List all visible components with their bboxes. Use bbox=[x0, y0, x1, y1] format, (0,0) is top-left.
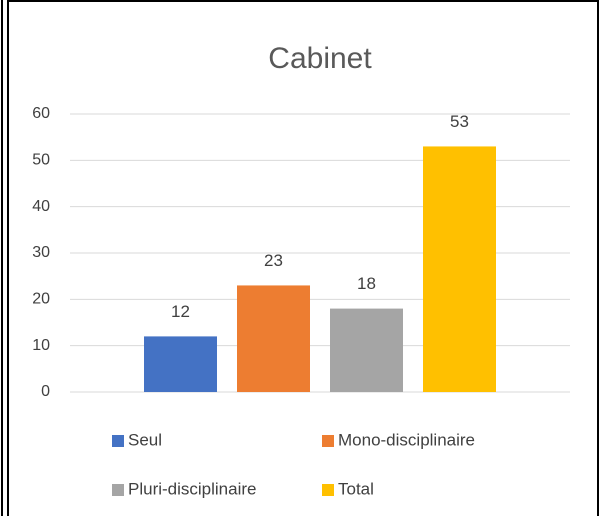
data-label: 53 bbox=[450, 112, 469, 131]
legend-swatch bbox=[322, 435, 334, 447]
y-tick-label: 30 bbox=[32, 244, 50, 261]
bar bbox=[423, 146, 496, 392]
chart-title: Cabinet bbox=[268, 42, 372, 75]
bar bbox=[144, 336, 217, 392]
legend-label: Mono-disciplinaire bbox=[338, 430, 475, 449]
data-label: 12 bbox=[171, 302, 190, 321]
data-label: 23 bbox=[264, 251, 283, 270]
y-tick-label: 0 bbox=[41, 383, 50, 400]
legend-swatch bbox=[112, 484, 124, 496]
legend-label: Pluri-disciplinaire bbox=[128, 479, 257, 498]
y-tick-label: 10 bbox=[32, 337, 50, 354]
y-tick-label: 20 bbox=[32, 291, 50, 308]
y-tick-label: 60 bbox=[32, 105, 50, 122]
legend-label: Seul bbox=[128, 430, 162, 449]
bar bbox=[330, 308, 403, 392]
y-tick-label: 40 bbox=[32, 198, 50, 215]
legend-label: Total bbox=[338, 479, 374, 498]
data-label: 18 bbox=[357, 274, 376, 293]
y-tick-label: 50 bbox=[32, 152, 50, 169]
legend-swatch bbox=[112, 435, 124, 447]
bar bbox=[237, 285, 310, 392]
legend-swatch bbox=[322, 484, 334, 496]
